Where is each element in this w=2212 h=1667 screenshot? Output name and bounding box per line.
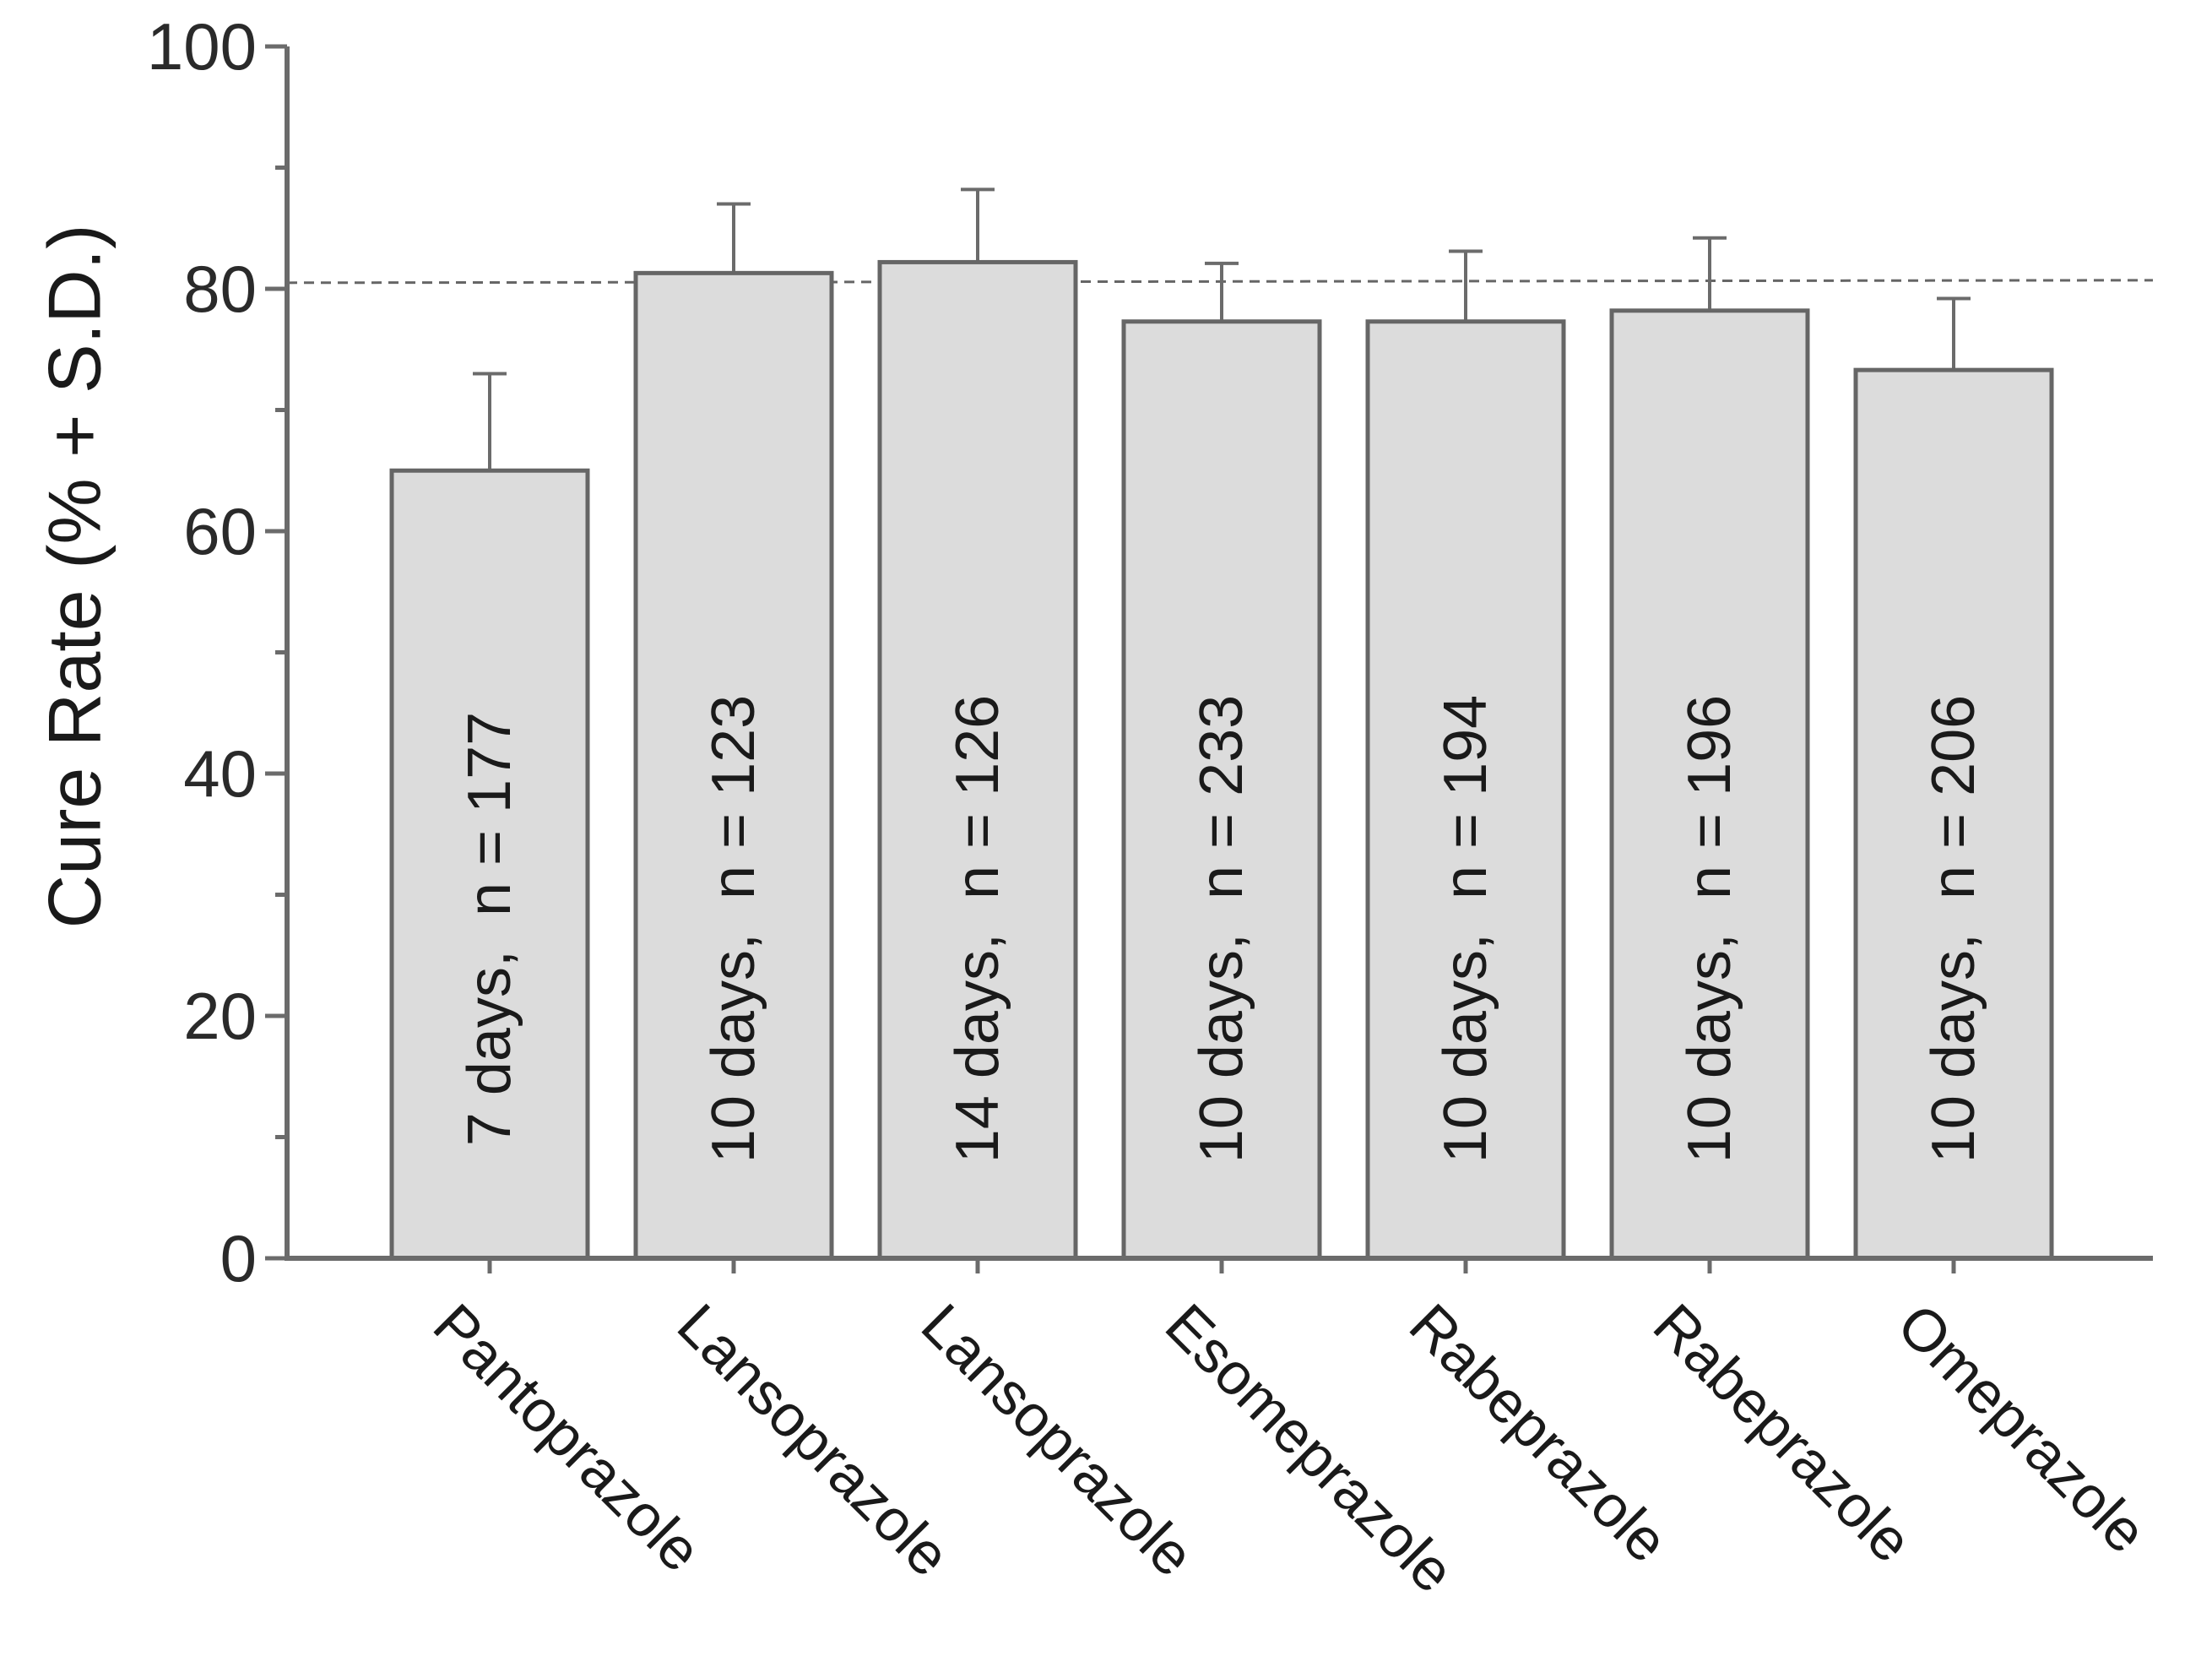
error-bar — [473, 372, 507, 471]
error-bar — [1693, 236, 1727, 311]
bar — [1853, 367, 2054, 1261]
bar-data-label: 10 days, n = 233 — [1188, 695, 1255, 1163]
y-tick-label: 20 — [183, 979, 257, 1053]
error-bar — [1449, 249, 1483, 322]
bar-data-label: 10 days, n = 123 — [700, 695, 767, 1163]
y-tick-label: 40 — [183, 736, 257, 811]
bars-layer — [389, 187, 2054, 1261]
error-bar — [961, 187, 995, 263]
y-tick-label: 60 — [183, 494, 257, 568]
y-tick-label: 80 — [183, 252, 257, 326]
bar — [1365, 319, 1566, 1261]
error-bar — [717, 202, 751, 274]
bar-data-label: 10 days, n = 194 — [1432, 695, 1499, 1163]
y-tick-label: 100 — [147, 9, 257, 84]
error-bar — [1205, 261, 1239, 322]
bar-data-label: 10 days, n = 206 — [1920, 695, 1987, 1163]
axes-layer — [265, 44, 2153, 1273]
bar-data-label: 7 days, n = 177 — [456, 712, 523, 1146]
bar-data-label: 10 days, n = 196 — [1676, 695, 1743, 1163]
bar — [877, 259, 1078, 1261]
error-bar — [1937, 296, 1971, 371]
x-tick-label: Rabeprazole — [1641, 1291, 1925, 1575]
bar-data-label: 14 days, n = 126 — [944, 695, 1011, 1163]
bar — [389, 468, 590, 1261]
x-tick-label: Omeprazole — [1885, 1291, 2160, 1566]
y-axis-title: Cure Rate (% + S.D.) — [33, 225, 117, 929]
y-tick-label: 0 — [220, 1221, 257, 1295]
